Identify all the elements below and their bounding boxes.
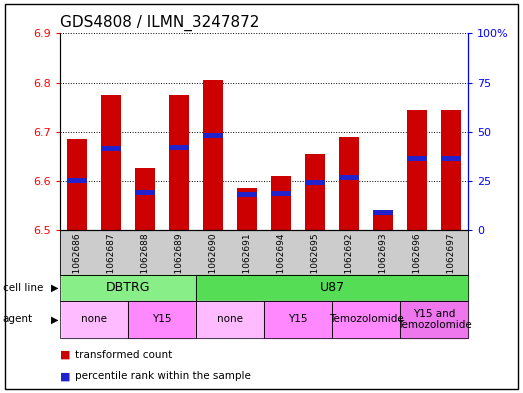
Text: none: none	[217, 314, 243, 324]
Text: none: none	[81, 314, 107, 324]
Bar	[135, 189, 155, 195]
Text: agent: agent	[3, 314, 33, 324]
Bar	[169, 145, 189, 150]
Bar	[203, 133, 223, 138]
Bar	[237, 188, 257, 230]
Bar	[169, 95, 189, 230]
Text: percentile rank within the sample: percentile rank within the sample	[75, 371, 251, 381]
Text: cell line: cell line	[3, 283, 43, 293]
Text: Temozolomide: Temozolomide	[329, 314, 403, 324]
Text: GDS4808 / ILMN_3247872: GDS4808 / ILMN_3247872	[60, 15, 259, 31]
Bar	[101, 146, 121, 151]
Text: transformed count: transformed count	[75, 350, 172, 360]
Bar	[101, 95, 121, 230]
Bar	[271, 176, 291, 230]
Bar	[339, 175, 359, 180]
Bar	[407, 110, 427, 230]
Text: ▶: ▶	[51, 314, 58, 324]
Text: ■: ■	[60, 350, 71, 360]
Bar	[67, 139, 87, 230]
Bar	[203, 80, 223, 230]
Bar	[237, 192, 257, 197]
Bar	[271, 191, 291, 196]
Bar	[373, 210, 393, 215]
Text: Y15 and
Temozolomide: Y15 and Temozolomide	[397, 309, 471, 330]
Bar	[373, 210, 393, 230]
Bar	[305, 154, 325, 230]
Bar	[407, 156, 427, 161]
Text: ▶: ▶	[51, 283, 58, 293]
Bar	[67, 178, 87, 183]
Bar	[441, 156, 461, 161]
Bar	[339, 136, 359, 230]
Text: ■: ■	[60, 371, 71, 381]
Bar	[135, 169, 155, 230]
Text: U87: U87	[320, 281, 345, 294]
Bar	[441, 110, 461, 230]
Bar	[305, 180, 325, 185]
Text: Y15: Y15	[152, 314, 172, 324]
Text: Y15: Y15	[288, 314, 308, 324]
Text: DBTRG: DBTRG	[106, 281, 151, 294]
